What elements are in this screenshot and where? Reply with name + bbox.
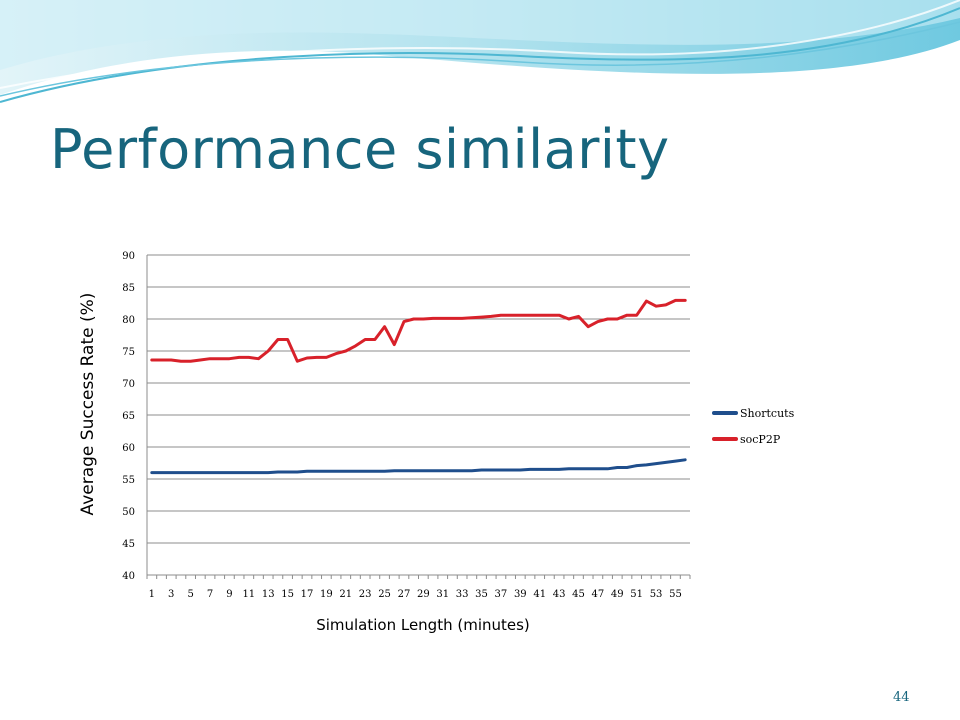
- y-tick-label-80: 80: [122, 315, 135, 326]
- y-tick-label-50: 50: [122, 507, 135, 518]
- series-line-shortcuts: [150, 458, 687, 475]
- y-tick-label-65: 65: [122, 411, 135, 422]
- x-tick-label-21: 21: [339, 589, 352, 600]
- x-tick-label-11: 11: [242, 589, 255, 600]
- y-tick-label-40: 40: [122, 571, 135, 582]
- x-tick-label-35: 35: [475, 589, 488, 600]
- header-swoosh-decoration: [0, 0, 960, 103]
- legend-swatch-socp2p: [712, 437, 738, 441]
- x-tick-label-53: 53: [650, 589, 663, 600]
- x-tick-label-39: 39: [514, 589, 527, 600]
- y-axis-label-box: [68, 248, 108, 560]
- y-tick-label-55: 55: [122, 475, 135, 486]
- x-tick-label-17: 17: [301, 589, 314, 600]
- series-line-socp2p: [150, 298, 687, 363]
- x-tick-label-51: 51: [630, 589, 643, 600]
- y-tick-label-60: 60: [122, 443, 135, 454]
- legend-swatch-shortcuts: [712, 411, 738, 415]
- x-tick-label-55: 55: [669, 589, 682, 600]
- y-axis-label: Average Success Rate (%): [78, 292, 98, 516]
- x-tick-label-7: 7: [207, 589, 213, 600]
- x-tick-label-31: 31: [436, 589, 449, 600]
- legend-label-socp2p: socP2P: [740, 432, 781, 446]
- x-tick-label-5: 5: [187, 589, 193, 600]
- x-tick-label-23: 23: [359, 589, 372, 600]
- x-tick-label-1: 1: [149, 589, 155, 600]
- y-tick-label-85: 85: [122, 283, 135, 294]
- x-tick-label-19: 19: [320, 589, 333, 600]
- x-axis-label: Simulation Length (minutes): [270, 610, 576, 640]
- x-tick-label-25: 25: [378, 589, 391, 600]
- legend-item-shortcuts: Shortcuts: [712, 400, 794, 426]
- x-tick-label-9: 9: [226, 589, 232, 600]
- x-tick-label-13: 13: [262, 589, 275, 600]
- y-tick-label-75: 75: [122, 347, 135, 358]
- legend-label-shortcuts: Shortcuts: [740, 406, 795, 420]
- y-tick-label-45: 45: [122, 539, 135, 550]
- x-tick-label-41: 41: [533, 589, 546, 600]
- x-tick-label-37: 37: [495, 589, 508, 600]
- x-tick-label-33: 33: [456, 589, 469, 600]
- x-tick-label-15: 15: [281, 589, 294, 600]
- y-tick-label-90: 90: [122, 251, 135, 262]
- page-number: 44: [893, 690, 910, 705]
- x-tick-label-29: 29: [417, 589, 430, 600]
- x-tick-label-27: 27: [398, 589, 411, 600]
- x-tick-label-49: 49: [611, 589, 624, 600]
- slide-title: Performance similarity: [50, 118, 670, 181]
- x-tick-label-47: 47: [592, 589, 605, 600]
- chart-legend: Shortcuts socP2P: [712, 400, 794, 452]
- y-tick-label-70: 70: [122, 379, 135, 390]
- x-tick-label-45: 45: [572, 589, 585, 600]
- x-tick-label-43: 43: [553, 589, 566, 600]
- x-tick-label-3: 3: [168, 589, 174, 600]
- legend-item-socp2p: socP2P: [712, 426, 794, 452]
